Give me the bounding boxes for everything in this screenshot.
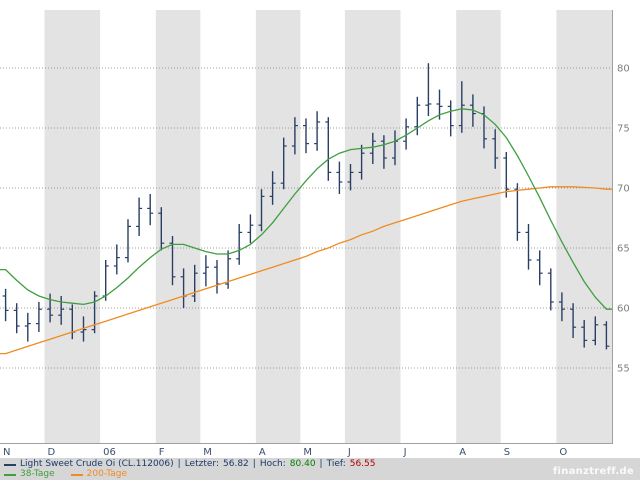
price-bar [414, 96, 421, 136]
y-tick-label: 75 [617, 124, 630, 135]
price-series-swatch [4, 463, 16, 466]
x-month-label: 06 [103, 447, 116, 458]
x-month-label: J [347, 447, 351, 458]
price-bar [325, 117, 332, 181]
x-month-label: D [48, 447, 56, 458]
ma200-label: 200-Tage [86, 469, 128, 479]
price-bar [547, 268, 554, 311]
price-bar [35, 302, 42, 332]
y-tick-label: 60 [617, 304, 630, 315]
price-bar [247, 214, 254, 244]
price-bar [47, 293, 54, 323]
separator: | [252, 459, 256, 469]
ma38-label: 38-Tage [20, 469, 55, 479]
x-month-label: O [559, 447, 567, 458]
hoch-value: 80.40 [289, 459, 316, 469]
legend-bar: Light Sweet Crude Oi (CL.112006) | Letzt… [0, 458, 640, 480]
ma38-swatch [4, 473, 16, 476]
price-bar [113, 244, 120, 275]
price-bar [158, 207, 165, 251]
price-bar [458, 81, 465, 133]
price-chart: N D 06 F M A M J J A S O 80 75 70 65 60 55 [0, 10, 630, 458]
price-bar [570, 303, 577, 338]
price-bar [347, 164, 354, 191]
watermark: finanztreff.de [552, 466, 634, 477]
price-bar [303, 118, 309, 154]
price-bar [592, 316, 599, 346]
price-bar [514, 183, 521, 241]
month-stripe [456, 10, 501, 443]
x-month-label: A [259, 447, 266, 458]
price-bar [91, 291, 98, 334]
price-bar [603, 321, 610, 350]
y-tick-label: 80 [617, 64, 630, 75]
y-tick-label: 65 [617, 244, 630, 255]
price-bar [269, 171, 276, 205]
tief-value: 56.55 [349, 459, 376, 469]
price-bar [425, 63, 432, 116]
tief-label: Tief: [326, 459, 346, 469]
price-bar [225, 250, 232, 289]
price-bar [202, 255, 209, 287]
letzter-value: 56.82 [223, 459, 249, 469]
price-bar [581, 320, 588, 348]
price-bar [336, 161, 343, 194]
x-month-label: J [403, 447, 407, 458]
x-month-label: S [504, 447, 510, 458]
month-stripe [344, 10, 401, 443]
price-bar [191, 264, 198, 302]
ma-line-200-tage [0, 186, 612, 355]
price-bar [380, 135, 387, 169]
price-bar [236, 224, 243, 265]
price-bar [136, 197, 143, 236]
separator: | [177, 459, 181, 469]
price-bar [214, 260, 220, 294]
price-bar [58, 296, 65, 325]
price-bar [447, 100, 454, 137]
price-bar [2, 288, 9, 322]
month-stripe [155, 10, 201, 443]
x-month-label: N [3, 447, 10, 458]
x-month-label: M [203, 447, 212, 458]
price-bar [536, 250, 543, 286]
price-bar [291, 117, 298, 155]
legend-row-averages: 38-Tage 200-Tage [0, 470, 640, 479]
letzter-label: Letzter: [184, 459, 219, 469]
instrument-label: Light Sweet Crude Oi (CL.112006) [20, 459, 174, 469]
ma-line-38-tage [0, 108, 612, 310]
legend-row-instrument: Light Sweet Crude Oi (CL.112006) | Letzt… [0, 460, 640, 469]
price-bar [24, 312, 31, 342]
x-month-label: F [159, 447, 165, 458]
price-bar [147, 194, 154, 226]
ma200-swatch [70, 473, 83, 476]
price-bar [358, 144, 365, 180]
price-bar [558, 292, 565, 322]
price-bar [258, 189, 265, 232]
price-bar [314, 111, 321, 151]
hoch-label: Hoch: [259, 459, 286, 469]
price-bar [403, 118, 410, 150]
price-bar [13, 303, 20, 334]
price-bar [369, 132, 376, 164]
y-tick-label: 70 [617, 184, 630, 195]
x-month-label: A [459, 447, 466, 458]
price-bar [125, 219, 131, 263]
price-bar [280, 137, 287, 190]
price-bar [503, 152, 510, 198]
price-bar [492, 129, 499, 169]
month-stripe [556, 10, 612, 443]
separator: | [319, 459, 323, 469]
month-stripe [44, 10, 101, 443]
price-bar [525, 224, 532, 270]
month-stripe [255, 10, 301, 443]
x-month-label: M [303, 447, 312, 458]
y-tick-label: 55 [617, 364, 630, 375]
